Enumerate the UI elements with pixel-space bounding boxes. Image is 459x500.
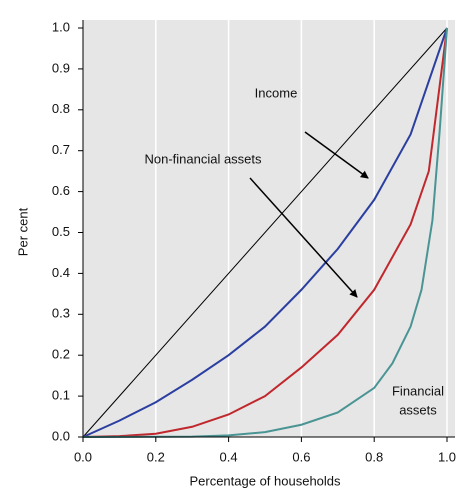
x-tick-label: 1.0 [438,449,456,464]
series-line [82,27,448,438]
y-tick-label: 0.0 [52,428,70,443]
y-tick-label: 0.8 [52,101,70,116]
lines [82,27,448,438]
x-tick-label: 0.6 [292,449,310,464]
y-tick-label: 0.6 [52,183,70,198]
series-line [82,27,448,438]
annotation: Non-financial assets [144,151,262,166]
x-tick-label: 0.8 [365,449,383,464]
annotation: assets [399,402,437,417]
y-tick-label: 0.5 [52,224,70,239]
x-tick-label: 0.2 [147,449,165,464]
x-tick-label: 0.4 [220,449,238,464]
annotation: Income [255,85,298,100]
y-axis-label: Per cent [15,207,30,256]
series-line [82,27,448,438]
y-tick-label: 0.4 [52,265,70,280]
annotation: Financial [392,383,444,398]
arrow [304,131,369,179]
x-axis-label: Percentage of households [189,473,341,488]
y-tick-label: 0.9 [52,60,70,75]
y-tick-label: 0.1 [52,388,70,403]
y-tick-label: 0.3 [52,306,70,321]
y-tick-label: 0.2 [52,347,70,362]
y-tick-label: 1.0 [52,19,70,34]
arrow [249,177,358,298]
series-line [82,27,448,438]
x-tick-label: 0.0 [74,449,92,464]
y-tick-label: 0.7 [52,142,70,157]
